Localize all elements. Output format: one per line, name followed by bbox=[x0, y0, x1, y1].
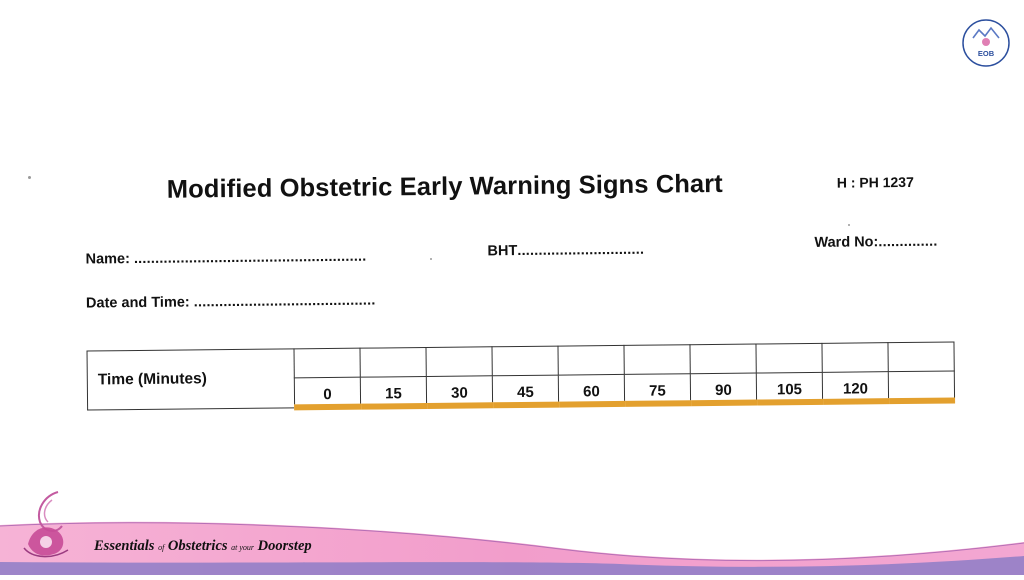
grid-cell bbox=[821, 342, 889, 373]
mother-child-logo-icon bbox=[22, 488, 74, 560]
date-time-field: Date and Time: .........................… bbox=[86, 293, 376, 312]
time-row-label: Time (Minutes) bbox=[87, 348, 295, 410]
time-cell: 120 bbox=[822, 371, 889, 402]
date-time-blank: ........................................… bbox=[193, 292, 376, 311]
ward-blank: .............. bbox=[878, 233, 938, 251]
time-cell: 90 bbox=[690, 373, 757, 404]
time-cell: 0 bbox=[294, 377, 361, 408]
ward-field: Ward No:.............. bbox=[814, 234, 937, 251]
name-blank: ........................................… bbox=[133, 248, 367, 268]
grid-cell bbox=[293, 348, 361, 378]
bht-blank: .............................. bbox=[517, 241, 645, 260]
time-cell: 30 bbox=[426, 375, 493, 406]
hospital-id: H : PH 1237 bbox=[836, 173, 914, 191]
grid-cell bbox=[623, 344, 691, 375]
grid-cell bbox=[755, 343, 823, 374]
footer-banner bbox=[0, 490, 1024, 575]
grid-cell bbox=[887, 341, 955, 372]
name-label: Name: bbox=[85, 251, 130, 268]
form-title: Modified Obstetric Early Warning Signs C… bbox=[166, 169, 723, 204]
scan-speck bbox=[430, 258, 432, 260]
grid-cell bbox=[425, 346, 493, 377]
grid-cell bbox=[491, 346, 559, 376]
name-field: Name: ..................................… bbox=[85, 249, 366, 268]
bht-label: BHT bbox=[487, 243, 518, 260]
grid-cell bbox=[557, 345, 625, 376]
grid-cell bbox=[689, 344, 757, 374]
bht-field: BHT.............................. bbox=[487, 242, 644, 260]
time-cell: 15 bbox=[360, 376, 427, 407]
logo-text: EOB bbox=[978, 49, 995, 58]
eob-logo: EOB bbox=[961, 18, 1011, 68]
time-cell: 75 bbox=[624, 373, 691, 404]
date-time-label: Date and Time: bbox=[85, 294, 190, 312]
ward-label: Ward No: bbox=[814, 234, 879, 251]
time-cell: 60 bbox=[558, 374, 625, 405]
time-cell: 45 bbox=[492, 375, 559, 406]
scan-speck bbox=[28, 176, 31, 179]
footer-tagline: Essentials of Obstetrics at your Doorste… bbox=[94, 538, 312, 554]
scan-speck bbox=[848, 224, 850, 226]
time-cell bbox=[888, 370, 955, 402]
grid-cell bbox=[359, 347, 427, 378]
time-grid: Time (Minutes) 0 15 30 45 60 75 90 105 1… bbox=[87, 341, 956, 412]
time-cell: 105 bbox=[756, 372, 823, 403]
